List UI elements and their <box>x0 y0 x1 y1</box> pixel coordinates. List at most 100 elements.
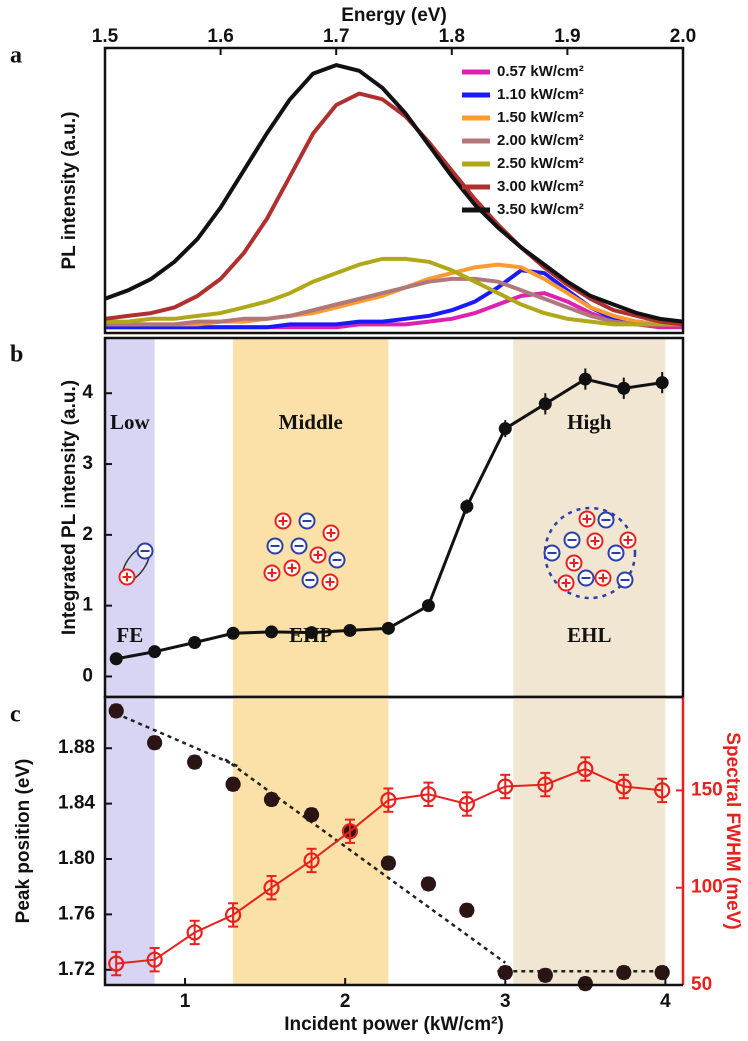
data-point <box>421 599 435 613</box>
data-point <box>381 621 395 635</box>
y-tick-label: 2 <box>82 524 93 545</box>
data-point <box>617 381 631 395</box>
data-point <box>224 906 242 924</box>
fit-line <box>115 712 242 769</box>
x-tick-label: 1.7 <box>323 26 349 47</box>
data-point <box>265 625 279 639</box>
x-axis-label: Incident power (kW/cm²) <box>284 1014 504 1035</box>
panel-label: b <box>10 342 23 368</box>
data-point <box>263 791 280 808</box>
data-point <box>109 652 123 666</box>
y-tick-label: 1.72 <box>58 959 95 980</box>
data-point <box>108 955 125 972</box>
data-point <box>615 778 632 795</box>
y-tick-label: 1.84 <box>58 793 95 814</box>
data-point <box>303 807 320 823</box>
data-point <box>538 397 552 411</box>
spectrum-line <box>105 276 683 327</box>
data-point <box>420 786 437 803</box>
legend-label: 1.10 kW/cm² <box>497 86 584 103</box>
x-tick-label: 1.6 <box>207 26 233 47</box>
data-point <box>263 879 280 896</box>
data-point <box>577 760 594 778</box>
data-point <box>654 964 670 981</box>
data-point <box>497 964 513 981</box>
data-point <box>380 855 396 871</box>
phase-label: FE <box>116 623 143 647</box>
x-tick-label: 1.9 <box>554 26 580 47</box>
data-point <box>187 754 203 770</box>
x-tick-label: 2 <box>340 991 351 1012</box>
plot-frame <box>103 695 683 987</box>
y-tick-label: 1.88 <box>58 737 95 758</box>
y-tick-label: 4 <box>82 382 93 403</box>
y2-axis-label: Spectral FWHM (meV) <box>722 732 743 929</box>
legend-label: 2.50 kW/cm² <box>497 155 584 172</box>
panel-label: a <box>10 43 22 69</box>
y-tick-label: 3 <box>82 453 93 474</box>
data-point <box>146 951 163 968</box>
x-tick-label: 3 <box>500 991 511 1012</box>
data-point <box>537 967 553 983</box>
legend-label: 0.57 kW/cm² <box>497 63 584 80</box>
data-point <box>498 422 512 436</box>
region-band <box>233 697 389 985</box>
spectrum-line <box>104 91 684 327</box>
y-axis-label: PL intensity (a.u.) <box>59 111 80 269</box>
data-point <box>616 964 632 981</box>
y-tick-label: 1.80 <box>58 848 95 869</box>
legend-label: 1.50 kW/cm² <box>497 109 584 126</box>
plot-frame <box>103 46 685 335</box>
y2-tick-label: 100 <box>691 877 723 898</box>
droplet-outline <box>543 506 637 600</box>
data-point <box>186 924 203 941</box>
data-point <box>497 778 514 795</box>
data-point <box>147 735 163 751</box>
y-axis-label: Integrated PL intensity (a.u.) <box>59 380 80 635</box>
y-tick-label: 1.76 <box>58 903 95 924</box>
x-tick-label: 1 <box>180 991 191 1012</box>
spectrum-line <box>104 63 684 324</box>
data-point <box>537 776 554 793</box>
y-tick-label: 0 <box>82 665 93 686</box>
region-label: High <box>567 410 612 434</box>
legend-label: 2.00 kW/cm² <box>497 132 584 149</box>
region-band <box>105 697 155 985</box>
data-point <box>458 795 475 813</box>
data-point <box>148 645 162 659</box>
phase-label: EHL <box>567 623 611 647</box>
x-tick-label: 4 <box>660 991 671 1012</box>
x-tick-label: 1.8 <box>439 26 465 47</box>
data-point <box>655 376 669 390</box>
data-point <box>380 792 397 809</box>
data-point <box>305 626 319 640</box>
spectrum-line <box>105 256 683 327</box>
data-point <box>420 876 437 892</box>
data-point <box>578 372 592 386</box>
panel-label: c <box>10 702 21 728</box>
data-point <box>188 635 202 649</box>
region-label: Middle <box>279 410 343 434</box>
data-point <box>303 852 320 869</box>
data-point <box>226 626 240 640</box>
data-point <box>108 703 124 719</box>
y2-tick-label: 50 <box>691 974 712 995</box>
data-point <box>341 823 359 840</box>
data-point <box>577 976 593 992</box>
data-point <box>654 782 671 799</box>
y-axis-label: Peak position (eV) <box>13 759 34 924</box>
data-point <box>225 776 241 792</box>
data-point <box>460 500 474 514</box>
x-tick-label: 1.5 <box>92 26 119 47</box>
y2-tick-label: 150 <box>691 779 723 800</box>
legend-label: 3.00 kW/cm² <box>497 178 584 195</box>
region-label: Low <box>110 410 151 434</box>
y-tick-label: 1 <box>82 595 93 616</box>
region-band <box>513 697 666 985</box>
legend-label: 3.50 kW/cm² <box>497 201 584 218</box>
data-point <box>459 902 475 918</box>
x-axis-label: Energy (eV) <box>341 5 447 26</box>
x-tick-label: 2.0 <box>670 26 696 47</box>
data-point <box>343 623 357 637</box>
